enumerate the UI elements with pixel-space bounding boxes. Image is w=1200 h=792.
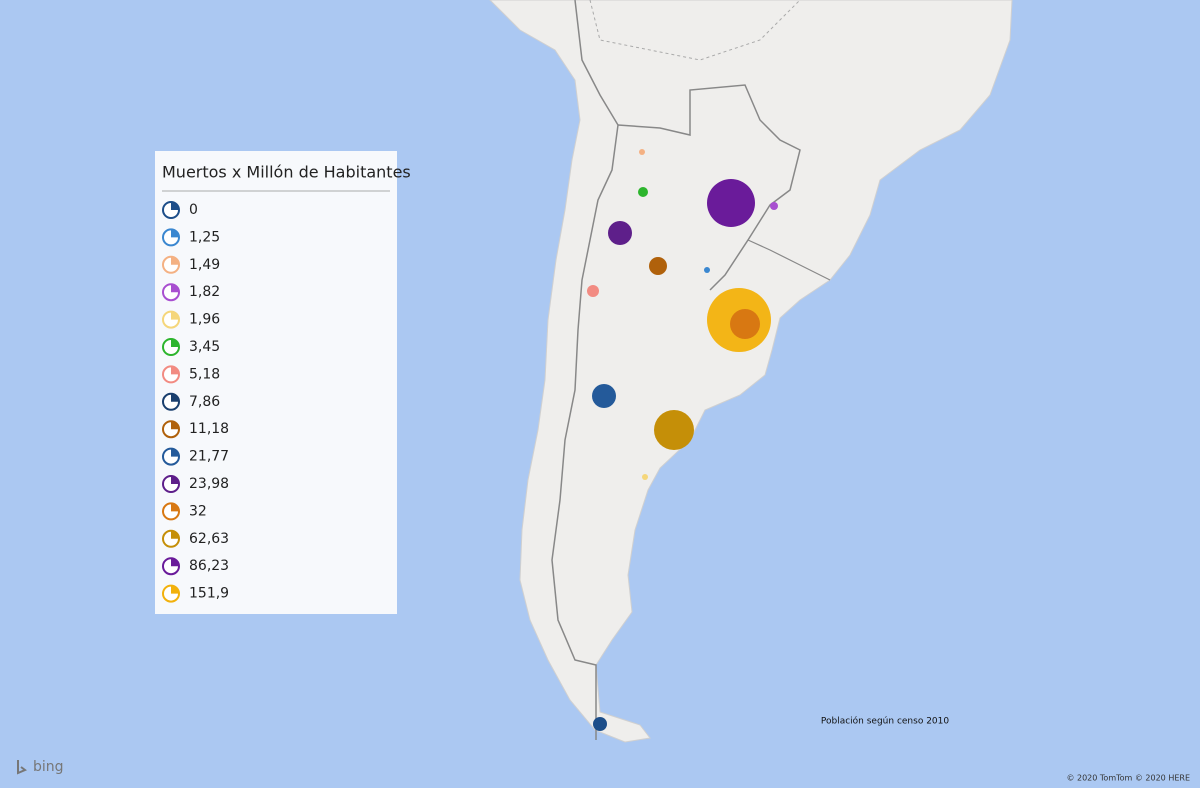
border (551, 0, 619, 740)
bubble (638, 187, 648, 197)
bubble (649, 257, 667, 275)
legend-icon-fill (171, 503, 179, 512)
copyright: © 2020 TomTom © 2020 HERE (1066, 774, 1190, 783)
bubble (642, 474, 648, 480)
legend-label: 23,98 (189, 476, 229, 492)
bubble (730, 309, 760, 339)
legend-icon-fill (171, 448, 179, 457)
legend-icon-fill (171, 256, 179, 265)
legend-title: Muertos x Millón de Habitantes (162, 163, 411, 182)
legend-icon-fill (171, 585, 179, 594)
bubble (593, 717, 607, 731)
legend-label: 21,77 (189, 449, 229, 465)
legend-icon-fill (171, 229, 179, 238)
legend-icon-fill (171, 476, 179, 484)
legend-icon-fill (171, 311, 179, 320)
legend-label: 86,23 (189, 558, 229, 574)
bubbles (587, 149, 778, 731)
legend-label: 1,25 (189, 229, 220, 245)
legend-icon-fill (171, 366, 179, 375)
legend-icon-fill (171, 530, 179, 539)
provider: bing (33, 759, 64, 775)
bubble (654, 410, 694, 450)
legend-icon-fill (171, 558, 179, 567)
legend-label: 7,86 (189, 394, 220, 410)
land (489, 0, 1013, 743)
legend-label: 32 (189, 503, 207, 519)
legend-label: 1,49 (189, 257, 220, 273)
legend-label: 11,18 (189, 421, 229, 437)
legend-icon-fill (171, 284, 179, 293)
bing-logo (17, 760, 27, 775)
legend-label: 1,96 (189, 312, 220, 328)
legend-icon-fill (171, 421, 179, 430)
bubble (592, 384, 616, 408)
bubble (608, 221, 632, 245)
note: Población según censo 2010 (821, 716, 949, 727)
bubble (704, 267, 710, 273)
bubble (587, 285, 599, 297)
bubble (639, 149, 645, 155)
legend-label: 3,45 (189, 339, 220, 355)
legend-icon-fill (171, 202, 179, 210)
legend-box (155, 151, 397, 614)
legend-label: 151,9 (189, 586, 229, 602)
bubble (770, 202, 778, 210)
legend-label: 62,63 (189, 531, 229, 547)
legend-items: 0 1,25 1,49 1,82 1,96 3,45 5,18 7,86 11,18 21,77 2… (162, 201, 229, 603)
legend-icon-fill (171, 393, 179, 402)
legend-label: 0 (189, 202, 198, 218)
bubble (707, 179, 755, 227)
legend-label: 5,18 (189, 366, 220, 382)
legend-icon-fill (171, 339, 179, 347)
border (747, 239, 831, 281)
legend: Muertos x Millón de Habitantes 0 1,25 1,49… (155, 151, 411, 614)
legend-label: 1,82 (189, 284, 220, 300)
